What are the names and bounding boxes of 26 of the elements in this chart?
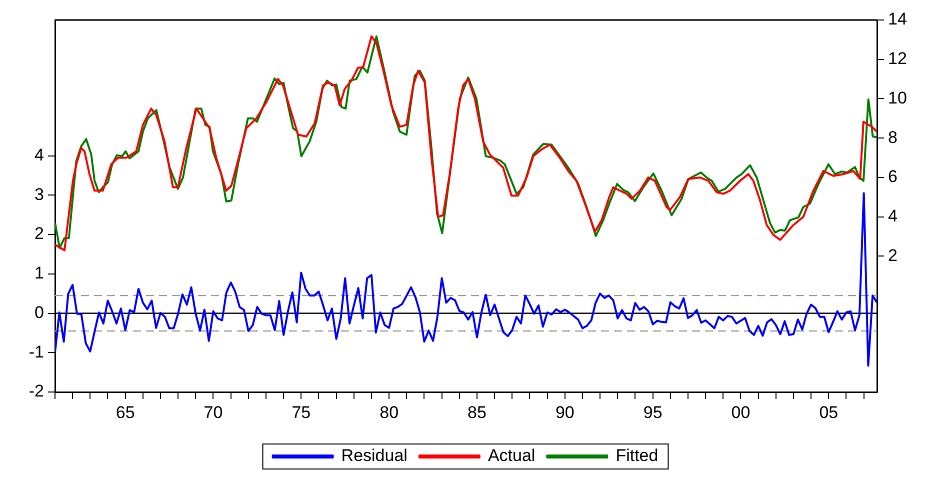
x-tick-label: 65 xyxy=(116,402,135,422)
x-tick-label: 75 xyxy=(292,402,311,422)
y-tick-label: 2 xyxy=(34,224,44,244)
x-tick-label: 80 xyxy=(380,402,399,422)
y2-tick-label: 2 xyxy=(888,246,898,265)
legend-label: Fitted xyxy=(616,446,658,466)
legend-label: Actual xyxy=(488,446,536,466)
y-tick-label: 4 xyxy=(34,145,44,164)
x-tick-label: 90 xyxy=(555,402,574,422)
y-tick-label: 0 xyxy=(34,302,44,322)
y-tick-label: 1 xyxy=(34,264,44,283)
y2-tick-label: 6 xyxy=(888,167,898,186)
y-tick-label: -2 xyxy=(28,382,44,401)
y2-tick-label: 4 xyxy=(888,206,898,226)
x-tick-label: 85 xyxy=(468,402,486,422)
y2-tick-label: 10 xyxy=(888,88,907,108)
x-tick-label: 95 xyxy=(643,402,662,422)
legend-label: Residual xyxy=(341,446,408,466)
x-tick-label: 05 xyxy=(819,402,838,422)
x-tick-label: 00 xyxy=(731,402,750,422)
y2-tick-label: 12 xyxy=(888,49,907,68)
y2-tick-label: 8 xyxy=(888,128,898,147)
y-tick-label: 3 xyxy=(34,184,44,204)
x-tick-label: 70 xyxy=(204,402,223,422)
y2-tick-label: 14 xyxy=(888,10,907,29)
y-tick-label: -1 xyxy=(28,342,44,362)
